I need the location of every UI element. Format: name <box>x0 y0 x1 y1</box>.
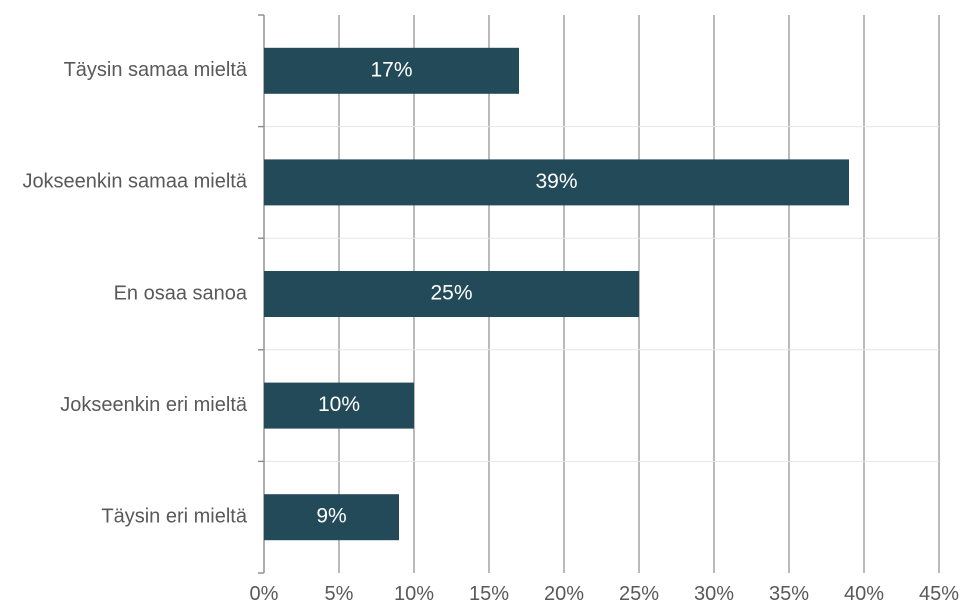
bars <box>264 47 849 541</box>
bar <box>264 159 849 206</box>
x-tick-label: 20% <box>544 583 584 605</box>
category-label: Täysin samaa mieltä <box>64 59 248 81</box>
data-label: 10% <box>318 393 360 416</box>
data-label: 39% <box>535 170 577 193</box>
x-tick-label: 5% <box>325 583 354 605</box>
x-tick-label: 45% <box>919 583 959 605</box>
category-label: Jokseenkin eri mieltä <box>60 394 248 416</box>
data-label: 9% <box>316 505 346 528</box>
bar <box>264 494 399 541</box>
bar <box>264 47 519 94</box>
x-tick-label: 25% <box>619 583 659 605</box>
data-label: 25% <box>430 282 472 305</box>
x-tick-label: 30% <box>694 583 734 605</box>
bar <box>264 271 639 317</box>
x-tick-label: 10% <box>394 583 434 605</box>
data-label: 17% <box>370 58 412 81</box>
x-tick-labels: 0% 5% 10% 15% 20% 25% 30% 35% 40% 45% <box>250 583 960 605</box>
x-tick-label: 0% <box>250 583 279 605</box>
category-label: Täysin eri mieltä <box>101 505 247 527</box>
x-tick-label: 15% <box>469 583 509 605</box>
row-separators <box>264 126 939 462</box>
data-labels: 17% 39% 25% 10% 9% <box>316 58 577 527</box>
category-labels: Täysin samaa mieltä Jokseenkin samaa miel… <box>22 59 247 527</box>
category-label: Jokseenkin samaa mieltä <box>22 171 247 193</box>
category-axis <box>258 14 265 574</box>
bar <box>264 382 414 429</box>
category-label: En osaa sanoa <box>114 282 248 304</box>
x-tick-label: 35% <box>769 583 809 605</box>
x-tick-label: 40% <box>844 583 884 605</box>
